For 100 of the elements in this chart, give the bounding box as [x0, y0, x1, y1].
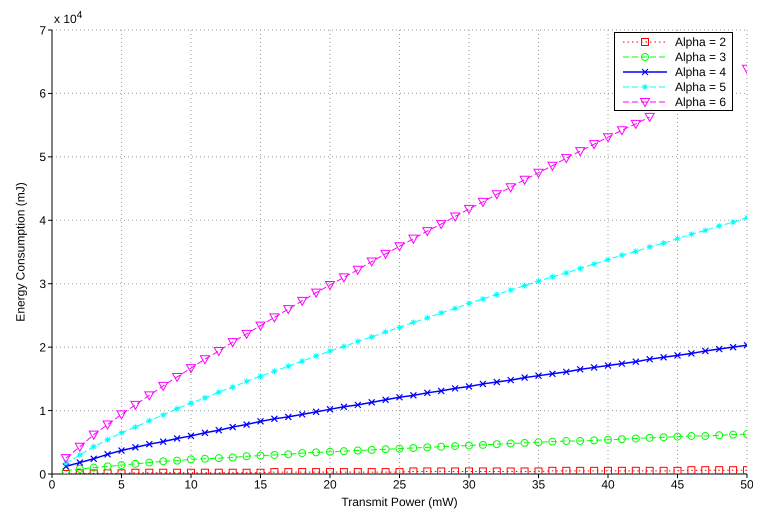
point: [590, 466, 598, 474]
point: [701, 226, 710, 234]
point: [687, 432, 696, 440]
point: [118, 428, 126, 437]
point: [88, 430, 99, 440]
point: [214, 388, 223, 396]
point: [465, 441, 473, 450]
point: [382, 445, 390, 454]
point: [409, 467, 418, 474]
point: [354, 337, 362, 346]
point: [298, 357, 306, 366]
point: [74, 442, 85, 452]
point: [575, 147, 586, 156]
point: [76, 464, 84, 473]
point: [311, 288, 322, 298]
point: [173, 456, 182, 465]
point: [548, 438, 556, 446]
point: [118, 446, 126, 454]
x-tick-label: 10: [184, 478, 198, 492]
legend-label: Alpha = 5: [674, 80, 726, 94]
point: [283, 305, 294, 314]
point: [160, 438, 167, 446]
text: x 10$^{4}$: [54, 10, 82, 26]
point: [62, 462, 70, 470]
point: [269, 313, 280, 322]
point: [492, 467, 501, 474]
point: [520, 467, 529, 474]
point: [562, 437, 570, 446]
legend-label: Alpha = 6: [674, 94, 726, 108]
point: [270, 415, 278, 422]
point: [298, 410, 306, 418]
point: [409, 444, 418, 452]
point: [646, 242, 654, 251]
point: [478, 294, 487, 303]
point: [394, 242, 404, 252]
point: [423, 443, 432, 452]
point: [660, 354, 668, 361]
point: [172, 372, 182, 382]
point: [90, 464, 98, 472]
y-tick-label: 2: [39, 340, 46, 354]
x-tick-label: 40: [601, 478, 615, 492]
point: [506, 286, 515, 294]
point: [284, 450, 292, 458]
point: [478, 198, 488, 207]
point: [256, 418, 264, 425]
point: [506, 467, 515, 474]
point: [410, 392, 417, 399]
point: [145, 416, 154, 425]
point: [715, 466, 724, 474]
point: [534, 168, 544, 178]
point: [478, 440, 487, 449]
point: [437, 308, 446, 317]
point: [242, 377, 251, 386]
point: [131, 460, 140, 468]
point: [104, 462, 112, 470]
point: [284, 468, 292, 474]
point: [408, 234, 418, 244]
x-tick-label: 35: [532, 478, 546, 492]
y-tick-label: 6: [39, 86, 46, 101]
point: [354, 446, 362, 455]
point: [380, 250, 391, 259]
point: [326, 448, 334, 456]
point: [396, 323, 404, 332]
point: [104, 436, 112, 444]
point: [200, 454, 209, 463]
point: [492, 290, 501, 298]
point: [729, 466, 738, 474]
point: [130, 400, 140, 410]
point: [561, 154, 572, 164]
point: [687, 230, 696, 238]
legend-label: Alpha = 3: [674, 50, 726, 64]
point: [325, 280, 335, 290]
point: [604, 466, 612, 474]
point: [730, 344, 737, 351]
point: [687, 466, 696, 474]
point: [200, 355, 210, 364]
point: [548, 466, 556, 474]
point: [90, 455, 98, 462]
point: [242, 330, 252, 339]
point: [297, 296, 308, 306]
point: [644, 112, 655, 122]
point: [715, 431, 724, 440]
point: [76, 450, 84, 459]
point: [118, 461, 126, 470]
point: [102, 420, 113, 430]
point: [715, 222, 724, 230]
point: [409, 318, 418, 326]
point: [396, 394, 404, 401]
point: [396, 468, 404, 474]
point: [646, 356, 654, 363]
point: [382, 328, 390, 336]
point: [159, 411, 168, 420]
point: [423, 467, 432, 474]
x-tick-label: 50: [740, 478, 754, 492]
point: [229, 423, 236, 431]
point: [589, 140, 600, 150]
point: [562, 268, 570, 277]
point: [186, 364, 196, 374]
point: [256, 452, 264, 460]
point: [284, 413, 292, 421]
